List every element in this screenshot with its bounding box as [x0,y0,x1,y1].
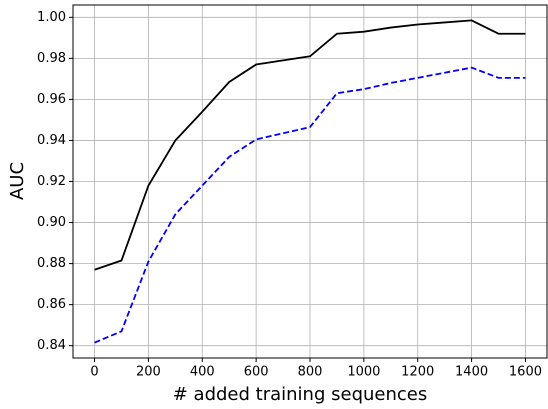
y-tick-label: 1.00 [37,10,66,25]
x-tick-label: 600 [244,365,269,380]
x-tick-label: 1600 [509,365,542,380]
x-tick-label: 1400 [455,365,488,380]
y-tick-label: 0.94 [37,133,66,148]
y-tick-label: 0.92 [37,174,66,189]
y-tick-label: 0.86 [37,297,66,312]
series-line [94,66,526,344]
x-tick-label: 0 [90,365,98,380]
y-tick-label: 0.84 [37,338,66,353]
y-tick-label: 0.90 [37,215,66,230]
x-tick-label: 1200 [401,365,434,380]
x-tick-label: 800 [298,365,323,380]
series-line [94,19,526,271]
y-tick-label: 0.96 [37,92,66,107]
plot-frame [72,4,548,359]
x-tick-label: 400 [190,365,215,380]
y-tick-label: 0.98 [37,51,66,66]
x-tick-label: 1000 [347,365,380,380]
x-axis-label: # added training sequences [173,384,427,405]
y-axis-label: AUC [7,162,28,200]
x-tick-label: 200 [136,365,161,380]
y-tick-label: 0.88 [37,256,66,271]
